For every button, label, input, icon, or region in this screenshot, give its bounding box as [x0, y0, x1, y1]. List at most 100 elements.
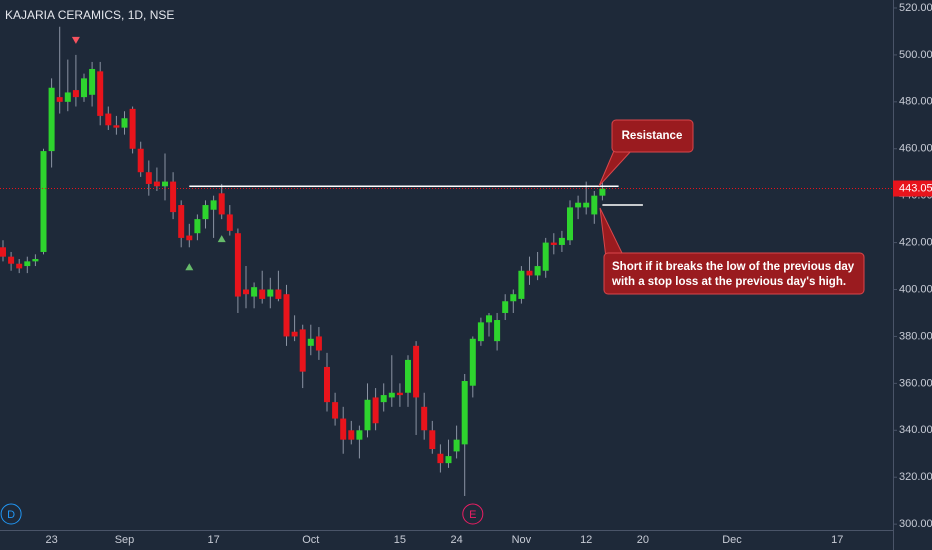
- callout-box: [611, 119, 694, 153]
- candle-body: [267, 289, 274, 297]
- candle-body: [599, 188, 606, 196]
- candle-body: [129, 108, 136, 149]
- candle-body: [429, 430, 436, 450]
- candle-body: [348, 430, 355, 440]
- y-tick-label: 460.00: [899, 143, 932, 155]
- candle-body: [259, 289, 266, 299]
- candle-body: [121, 118, 128, 128]
- candle-body: [461, 381, 468, 445]
- candle-body: [56, 97, 63, 102]
- candle-body: [0, 247, 6, 257]
- y-tick-label: 420.00: [899, 237, 932, 249]
- y-tick-label: 380.00: [899, 330, 932, 342]
- candle-body: [283, 294, 290, 337]
- candle-body: [145, 172, 152, 184]
- x-tick-label: 15: [394, 534, 406, 546]
- candle-body: [558, 237, 565, 245]
- candle-body: [81, 78, 87, 98]
- last-price-box: [893, 180, 932, 197]
- candle-body: [243, 289, 249, 295]
- signal-marker: [71, 36, 80, 44]
- last-price-label: 443.05: [899, 182, 932, 194]
- y-tick-label: 400.00: [899, 283, 932, 295]
- candle-body: [526, 270, 533, 276]
- y-tick-label: 300.00: [899, 518, 932, 530]
- x-tick-label: 24: [450, 534, 462, 546]
- candle-body: [477, 322, 484, 342]
- candle-body: [486, 315, 492, 323]
- candle-body: [396, 392, 403, 396]
- callout-text: Resistance: [622, 130, 683, 142]
- candle-body: [234, 233, 241, 297]
- candle-body: [105, 113, 112, 126]
- candle-body: [340, 418, 347, 440]
- candle-body: [510, 294, 517, 302]
- signal-marker: [185, 263, 194, 271]
- candle-body: [48, 87, 55, 152]
- candle-body: [170, 181, 177, 213]
- y-tick-label: 340.00: [899, 424, 932, 436]
- candle-body: [186, 235, 193, 241]
- candle-body: [324, 366, 330, 403]
- x-tick-label: 17: [831, 534, 843, 546]
- candle-body: [413, 345, 420, 398]
- candle-body: [162, 181, 168, 187]
- callout-text: Short if it breaks the low of the previo…: [612, 261, 855, 273]
- candle-body: [64, 92, 71, 102]
- candle-body: [583, 202, 590, 208]
- candle-body: [575, 202, 582, 208]
- candle-body: [24, 261, 31, 267]
- candle-body: [388, 392, 395, 398]
- candle-body: [72, 90, 79, 98]
- candle-body: [364, 399, 371, 431]
- candle-body: [567, 207, 573, 241]
- y-tick-label: 320.00: [899, 471, 932, 483]
- candle-body: [421, 406, 428, 431]
- candle-body: [550, 242, 557, 245]
- candle-body: [178, 205, 185, 238]
- candle-body: [210, 200, 217, 210]
- candle-body: [453, 439, 460, 452]
- candle-body: [518, 270, 525, 299]
- candle-body: [251, 287, 258, 297]
- candle-body: [469, 338, 476, 386]
- y-tick-label: 520.00: [899, 2, 932, 14]
- candle-body: [137, 148, 144, 173]
- candle-body: [275, 289, 282, 299]
- y-tick-label: 500.00: [899, 49, 932, 61]
- x-tick-label: 23: [45, 534, 57, 546]
- callout-text: with a stop loss at the previous day's h…: [611, 276, 846, 288]
- chart-title: KAJARIA CERAMICS, 1D, NSE: [5, 8, 174, 22]
- callout-box: [603, 252, 865, 295]
- x-tick-label: Nov: [512, 534, 532, 546]
- event-marker: [0, 503, 22, 525]
- x-tick-label: Sep: [115, 534, 135, 546]
- candle-body: [89, 68, 96, 95]
- candle-body: [113, 125, 120, 128]
- candle-body: [16, 263, 23, 269]
- candle-body: [32, 259, 39, 262]
- event-marker: [462, 503, 484, 525]
- candle-body: [218, 193, 225, 215]
- candle-body: [534, 266, 541, 276]
- candle-body: [332, 402, 339, 419]
- candle-body: [8, 256, 15, 264]
- candle-body: [445, 456, 452, 464]
- x-tick-label: Dec: [722, 534, 742, 546]
- candle-body: [97, 71, 104, 116]
- candle-body: [226, 214, 233, 231]
- candle-body: [202, 205, 209, 220]
- candle-body: [153, 181, 160, 187]
- candle-body: [542, 242, 549, 271]
- candle-body: [291, 331, 298, 337]
- candle-body: [494, 320, 501, 342]
- candle-body: [372, 397, 379, 424]
- x-tick-label: 20: [637, 534, 649, 546]
- candle-body: [437, 453, 444, 464]
- candle-body: [299, 329, 306, 372]
- x-tick-label: 17: [207, 534, 219, 546]
- candle-body: [40, 151, 47, 252]
- signal-marker: [217, 235, 226, 243]
- candle-body: [307, 338, 314, 346]
